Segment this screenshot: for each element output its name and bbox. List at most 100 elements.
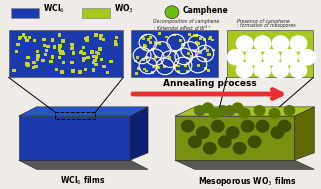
Bar	[32, 66, 35, 70]
Bar	[41, 59, 45, 62]
Bar	[90, 50, 94, 54]
Polygon shape	[19, 116, 130, 160]
Bar	[186, 70, 189, 73]
Bar	[199, 37, 202, 40]
Circle shape	[232, 102, 244, 113]
Bar	[114, 40, 117, 44]
Text: Presence of camphene: Presence of camphene	[237, 19, 290, 24]
Polygon shape	[294, 107, 314, 160]
Bar	[187, 52, 190, 55]
Bar	[18, 37, 21, 40]
Bar	[193, 49, 196, 52]
Text: Decomposition of camphene: Decomposition of camphene	[153, 19, 219, 24]
Bar	[199, 51, 202, 54]
Bar	[82, 58, 85, 62]
Bar	[42, 38, 46, 41]
Bar	[84, 68, 87, 71]
Bar	[212, 49, 215, 51]
Bar	[58, 44, 62, 48]
Circle shape	[203, 142, 217, 155]
Text: WCl$_6$ films: WCl$_6$ films	[60, 175, 106, 187]
Bar	[211, 39, 213, 42]
Circle shape	[188, 135, 202, 148]
Circle shape	[290, 35, 308, 52]
Bar	[153, 41, 157, 44]
Bar	[131, 30, 218, 77]
Circle shape	[165, 6, 179, 19]
Bar	[163, 65, 166, 67]
Bar	[70, 43, 74, 46]
Bar	[207, 69, 210, 72]
Polygon shape	[175, 116, 294, 160]
Bar	[61, 50, 65, 53]
Bar	[59, 52, 63, 55]
Polygon shape	[19, 160, 148, 169]
Circle shape	[256, 120, 270, 133]
Bar	[156, 66, 159, 69]
Bar	[208, 53, 211, 56]
Bar	[34, 65, 38, 68]
Bar	[143, 45, 147, 47]
Text: Annealing process: Annealing process	[163, 79, 257, 88]
Bar	[86, 56, 90, 59]
Bar	[16, 43, 20, 46]
Bar	[204, 47, 207, 50]
Bar	[32, 61, 36, 64]
Bar	[154, 56, 157, 59]
Bar	[204, 58, 207, 61]
Bar	[177, 65, 180, 67]
Bar	[109, 60, 113, 63]
Bar	[192, 49, 195, 51]
Bar	[144, 56, 148, 59]
Bar	[135, 72, 138, 75]
Bar	[152, 71, 154, 74]
Bar	[106, 71, 109, 74]
Circle shape	[236, 35, 254, 52]
Bar	[102, 38, 105, 41]
Circle shape	[254, 62, 272, 78]
Bar	[13, 69, 16, 72]
Bar	[137, 67, 140, 70]
Circle shape	[194, 105, 206, 116]
Bar	[195, 34, 198, 36]
Circle shape	[281, 49, 299, 66]
Bar	[141, 36, 143, 39]
Bar	[26, 63, 30, 67]
Bar	[92, 61, 95, 64]
Bar	[44, 53, 47, 56]
Bar	[149, 41, 152, 44]
Bar	[142, 37, 145, 40]
Circle shape	[290, 62, 308, 78]
Bar	[172, 34, 175, 36]
Circle shape	[272, 62, 290, 78]
Bar	[173, 34, 176, 36]
Bar	[99, 47, 102, 51]
Bar	[11, 8, 39, 18]
Bar	[46, 45, 49, 48]
Bar	[92, 68, 95, 72]
Bar	[134, 60, 137, 62]
Bar	[195, 41, 198, 44]
Bar	[184, 64, 187, 67]
Bar	[174, 50, 178, 53]
Bar	[146, 57, 149, 59]
Bar	[190, 55, 193, 58]
Bar	[9, 30, 123, 77]
Bar	[158, 42, 161, 45]
Circle shape	[217, 105, 229, 116]
Circle shape	[254, 35, 272, 52]
Text: : formation of mesopores: : formation of mesopores	[237, 23, 295, 28]
Circle shape	[263, 49, 281, 66]
Bar	[80, 50, 83, 53]
Bar	[188, 33, 191, 36]
Bar	[174, 64, 177, 67]
Bar	[92, 55, 96, 58]
Bar	[143, 68, 146, 70]
Bar	[157, 66, 160, 69]
Bar	[62, 61, 65, 64]
Bar	[86, 36, 89, 39]
Circle shape	[271, 126, 284, 139]
Text: : Kirkendal effect of W$^{4+}$: : Kirkendal effect of W$^{4+}$	[153, 23, 212, 33]
Circle shape	[226, 126, 240, 139]
Bar	[197, 42, 200, 45]
